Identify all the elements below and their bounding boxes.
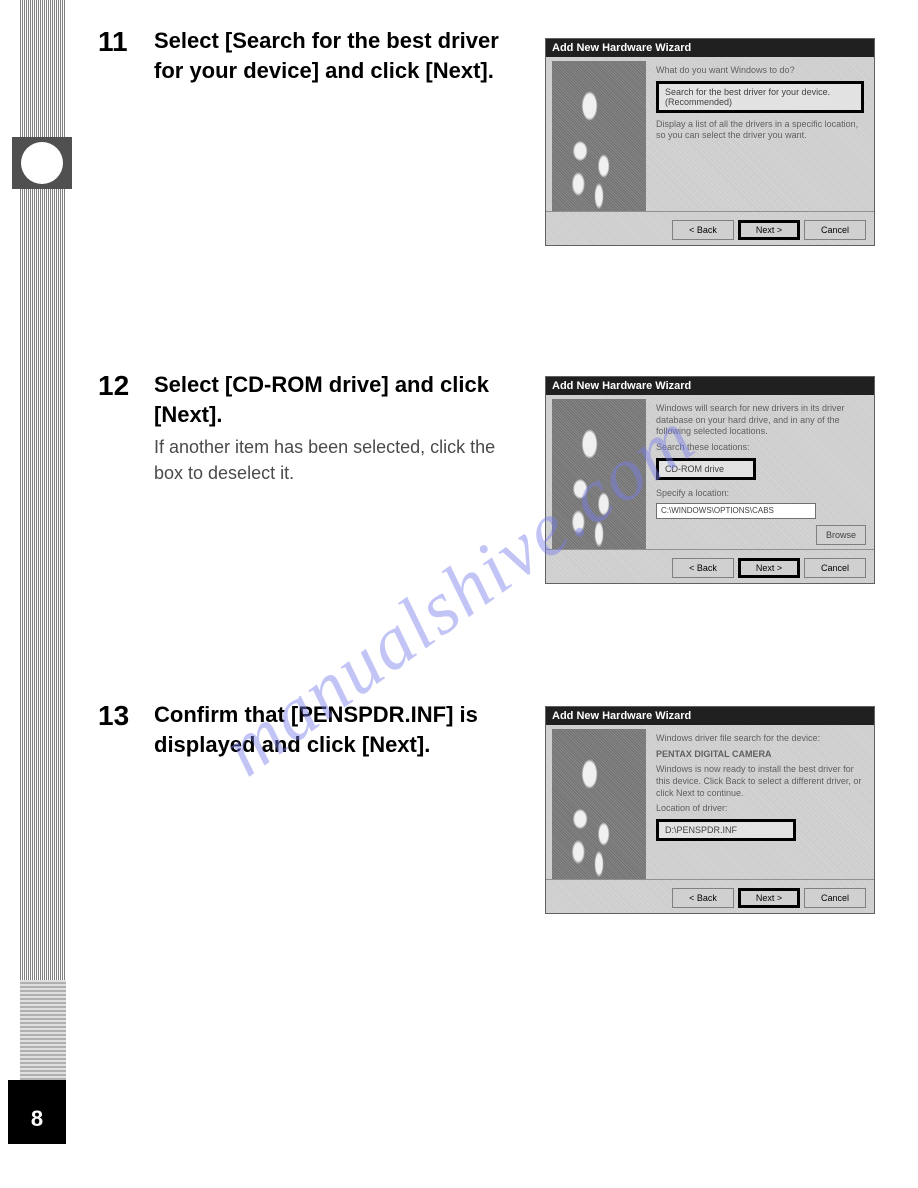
back-button: < Back [672,558,734,578]
cancel-button: Cancel [804,558,866,578]
wizard-graphic-icon [552,729,646,879]
step-title: Confirm that [PENSPDR.INF] is displayed … [154,700,518,759]
wizard-intro-text: Windows will search for new drivers in i… [656,403,864,438]
page-number: 8 [8,1080,66,1144]
cancel-button: Cancel [804,888,866,908]
step-12: 12 Select [CD-ROM drive] and click [Next… [98,370,518,486]
back-button: < Back [672,888,734,908]
back-button: < Back [672,220,734,240]
step-number: 11 [98,26,128,58]
step-title: Select [Search for the best driver for y… [154,26,518,85]
step-number: 13 [98,700,129,732]
step-11: 11 Select [Search for the best driver fo… [98,26,518,85]
wizard-search-label: Search these locations: [656,442,864,454]
wizard-specify-label: Specify a location: [656,488,864,500]
next-button: Next > [738,888,800,908]
wizard-screenshot-11: Add New Hardware Wizard What do you want… [545,38,875,246]
wizard-titlebar: Add New Hardware Wizard [546,707,874,725]
step-subtext: If another item has been selected, click… [154,435,518,485]
step-title: Select [CD-ROM drive] and click [Next]. [154,370,518,429]
wizard-device-name: PENTAX DIGITAL CAMERA [656,749,864,761]
wizard-option-cdrom: CD-ROM drive [656,458,756,480]
wizard-location-label: Location of driver: [656,803,864,815]
wizard-screenshot-12: Add New Hardware Wizard Windows will sea… [545,376,875,584]
wizard-intro-text: What do you want Windows to do? [656,65,864,77]
wizard-screenshot-13: Add New Hardware Wizard Windows driver f… [545,706,875,914]
next-button: Next > [738,558,800,578]
step-13: 13 Confirm that [PENSPDR.INF] is display… [98,700,518,759]
sidebar-lower-stripe [20,980,66,1080]
wizard-graphic-icon [552,399,646,549]
wizard-titlebar: Add New Hardware Wizard [546,39,874,57]
wizard-titlebar: Add New Hardware Wizard [546,377,874,395]
wizard-path-field: C:\WINDOWS\OPTIONS\CABS [656,503,816,519]
wizard-ready-text: Windows is now ready to install the best… [656,764,864,799]
browse-button: Browse [816,525,866,545]
next-button: Next > [738,220,800,240]
tab-circle-icon [21,142,63,184]
wizard-graphic-icon [552,61,646,211]
cancel-button: Cancel [804,220,866,240]
wizard-intro-text: Windows driver file search for the devic… [656,733,864,745]
wizard-option-display-list: Display a list of all the drivers in a s… [656,119,864,142]
step-number: 12 [98,370,129,402]
wizard-inf-file: D:\PENSPDR.INF [656,819,796,841]
sidebar-tab-marker [12,137,72,189]
wizard-option-search-best: Search for the best driver for your devi… [656,81,864,113]
